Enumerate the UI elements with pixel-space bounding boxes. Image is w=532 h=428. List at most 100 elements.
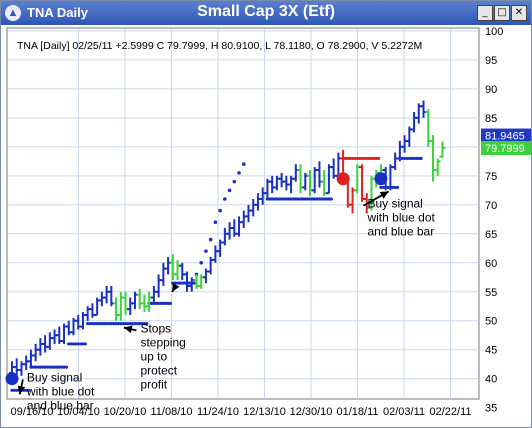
x-tick-label: 09/16/10 (11, 406, 54, 418)
stop-dot (142, 322, 147, 326)
stop-dot (135, 322, 139, 326)
y-tick-label: 55 (485, 287, 497, 299)
stop-dot (112, 322, 116, 326)
annotation-text: with blue dot (26, 385, 95, 399)
stop-dot (34, 365, 38, 369)
title-bar[interactable]: ▲ TNA Daily Small Cap 3X (Etf) _ □ ✕ (1, 1, 531, 25)
stop-dot (241, 162, 246, 167)
stop-dot (123, 322, 128, 326)
stop-dot (71, 342, 76, 346)
y-tick-label: 75 (485, 171, 497, 183)
stop-dot (329, 197, 333, 201)
stop-dot (348, 156, 352, 161)
stop-dot (180, 281, 184, 285)
y-tick-label: 35 (485, 403, 497, 415)
stop-dot (400, 156, 404, 161)
stop-dot (317, 197, 322, 201)
annotation-text: stepping (140, 335, 185, 349)
stop-dot (69, 342, 73, 346)
y-tick-label: 50 (485, 316, 497, 328)
stop-dot (362, 156, 366, 161)
x-tick-label: 02/03/11 (383, 406, 425, 418)
stop-dot (183, 281, 187, 285)
stop-dot (301, 197, 305, 201)
stop-dot (272, 197, 277, 201)
stop-dot (327, 197, 331, 201)
minimize-button[interactable]: _ (477, 5, 493, 21)
y-tick-label: 40 (485, 374, 497, 386)
stop-dot (57, 365, 61, 369)
stop-dot (405, 156, 409, 161)
stop-dot (284, 197, 288, 201)
stop-dot (114, 322, 118, 326)
stop-dot (270, 197, 274, 201)
stop-dot (412, 156, 416, 161)
stop-dot (374, 156, 378, 161)
stop-dot (204, 249, 208, 253)
stop-dot (376, 156, 381, 161)
x-tick-label: 10/04/10 (57, 406, 100, 418)
annotation-text: up to (140, 349, 167, 363)
stop-dot (369, 156, 374, 161)
stop-dot (393, 185, 397, 190)
ohlc-bar (439, 141, 446, 158)
stop-dot (26, 388, 31, 392)
arrow-head (379, 191, 389, 199)
stop-dot (52, 365, 57, 369)
arrow-head (17, 385, 26, 395)
stop-dot (322, 197, 326, 201)
stop-dot (149, 301, 154, 305)
stop-dot (353, 156, 357, 161)
stop-dot (291, 197, 296, 201)
y-tick-label: 60 (485, 258, 497, 270)
stop-dot (119, 322, 123, 326)
y-tick-label: 45 (485, 345, 497, 357)
y-tick-label: 100 (485, 26, 503, 38)
stop-dot (88, 322, 92, 326)
y-tick-label: 70 (485, 200, 497, 212)
stop-dot (223, 197, 227, 201)
stop-dot (138, 322, 142, 326)
x-tick-label: 10/20/10 (104, 406, 147, 418)
chart-title: Small Cap 3X (Etf) (197, 3, 335, 20)
stop-dot (24, 388, 28, 392)
stop-dot (402, 156, 407, 161)
close-button[interactable]: ✕ (511, 5, 527, 21)
stop-dot (308, 197, 312, 201)
stop-dot (76, 342, 80, 346)
stop-dot (218, 208, 222, 213)
stop-dot (105, 322, 109, 326)
stop-dot (31, 365, 35, 369)
info-line: TNA [Daily] 02/25/11 +2.5999 C 79.7999, … (17, 40, 422, 52)
x-tick-label: 12/30/10 (290, 406, 333, 418)
price-label-box (481, 140, 531, 155)
stop-dot (320, 197, 324, 201)
y-tick-label: 85 (485, 113, 497, 125)
price-label-box (481, 128, 531, 143)
stop-dot (414, 156, 419, 161)
stop-dot (173, 281, 177, 285)
stop-dot (50, 365, 54, 369)
y-tick-label: 95 (485, 55, 497, 67)
stop-dot (102, 322, 106, 326)
stop-dot (131, 322, 135, 326)
annotation-text: profit (140, 377, 167, 391)
annotation-text: protect (140, 363, 177, 377)
stop-dot (128, 322, 132, 326)
stop-dot (391, 185, 395, 190)
stop-dot (126, 322, 130, 326)
annotation-text: and blue bar (367, 225, 434, 239)
stop-dot (168, 301, 173, 305)
triangle-logo-icon: ▲ (5, 5, 21, 21)
stop-dot (289, 197, 293, 201)
arrow-head (123, 325, 133, 334)
stop-dot (287, 197, 291, 201)
stop-dot (161, 301, 165, 305)
stop-dot (116, 322, 121, 326)
maximize-button[interactable]: □ (494, 5, 510, 21)
stop-dot (62, 365, 66, 369)
stop-dot (208, 237, 213, 242)
stop-dot (157, 301, 161, 305)
stop-dot (97, 322, 102, 326)
